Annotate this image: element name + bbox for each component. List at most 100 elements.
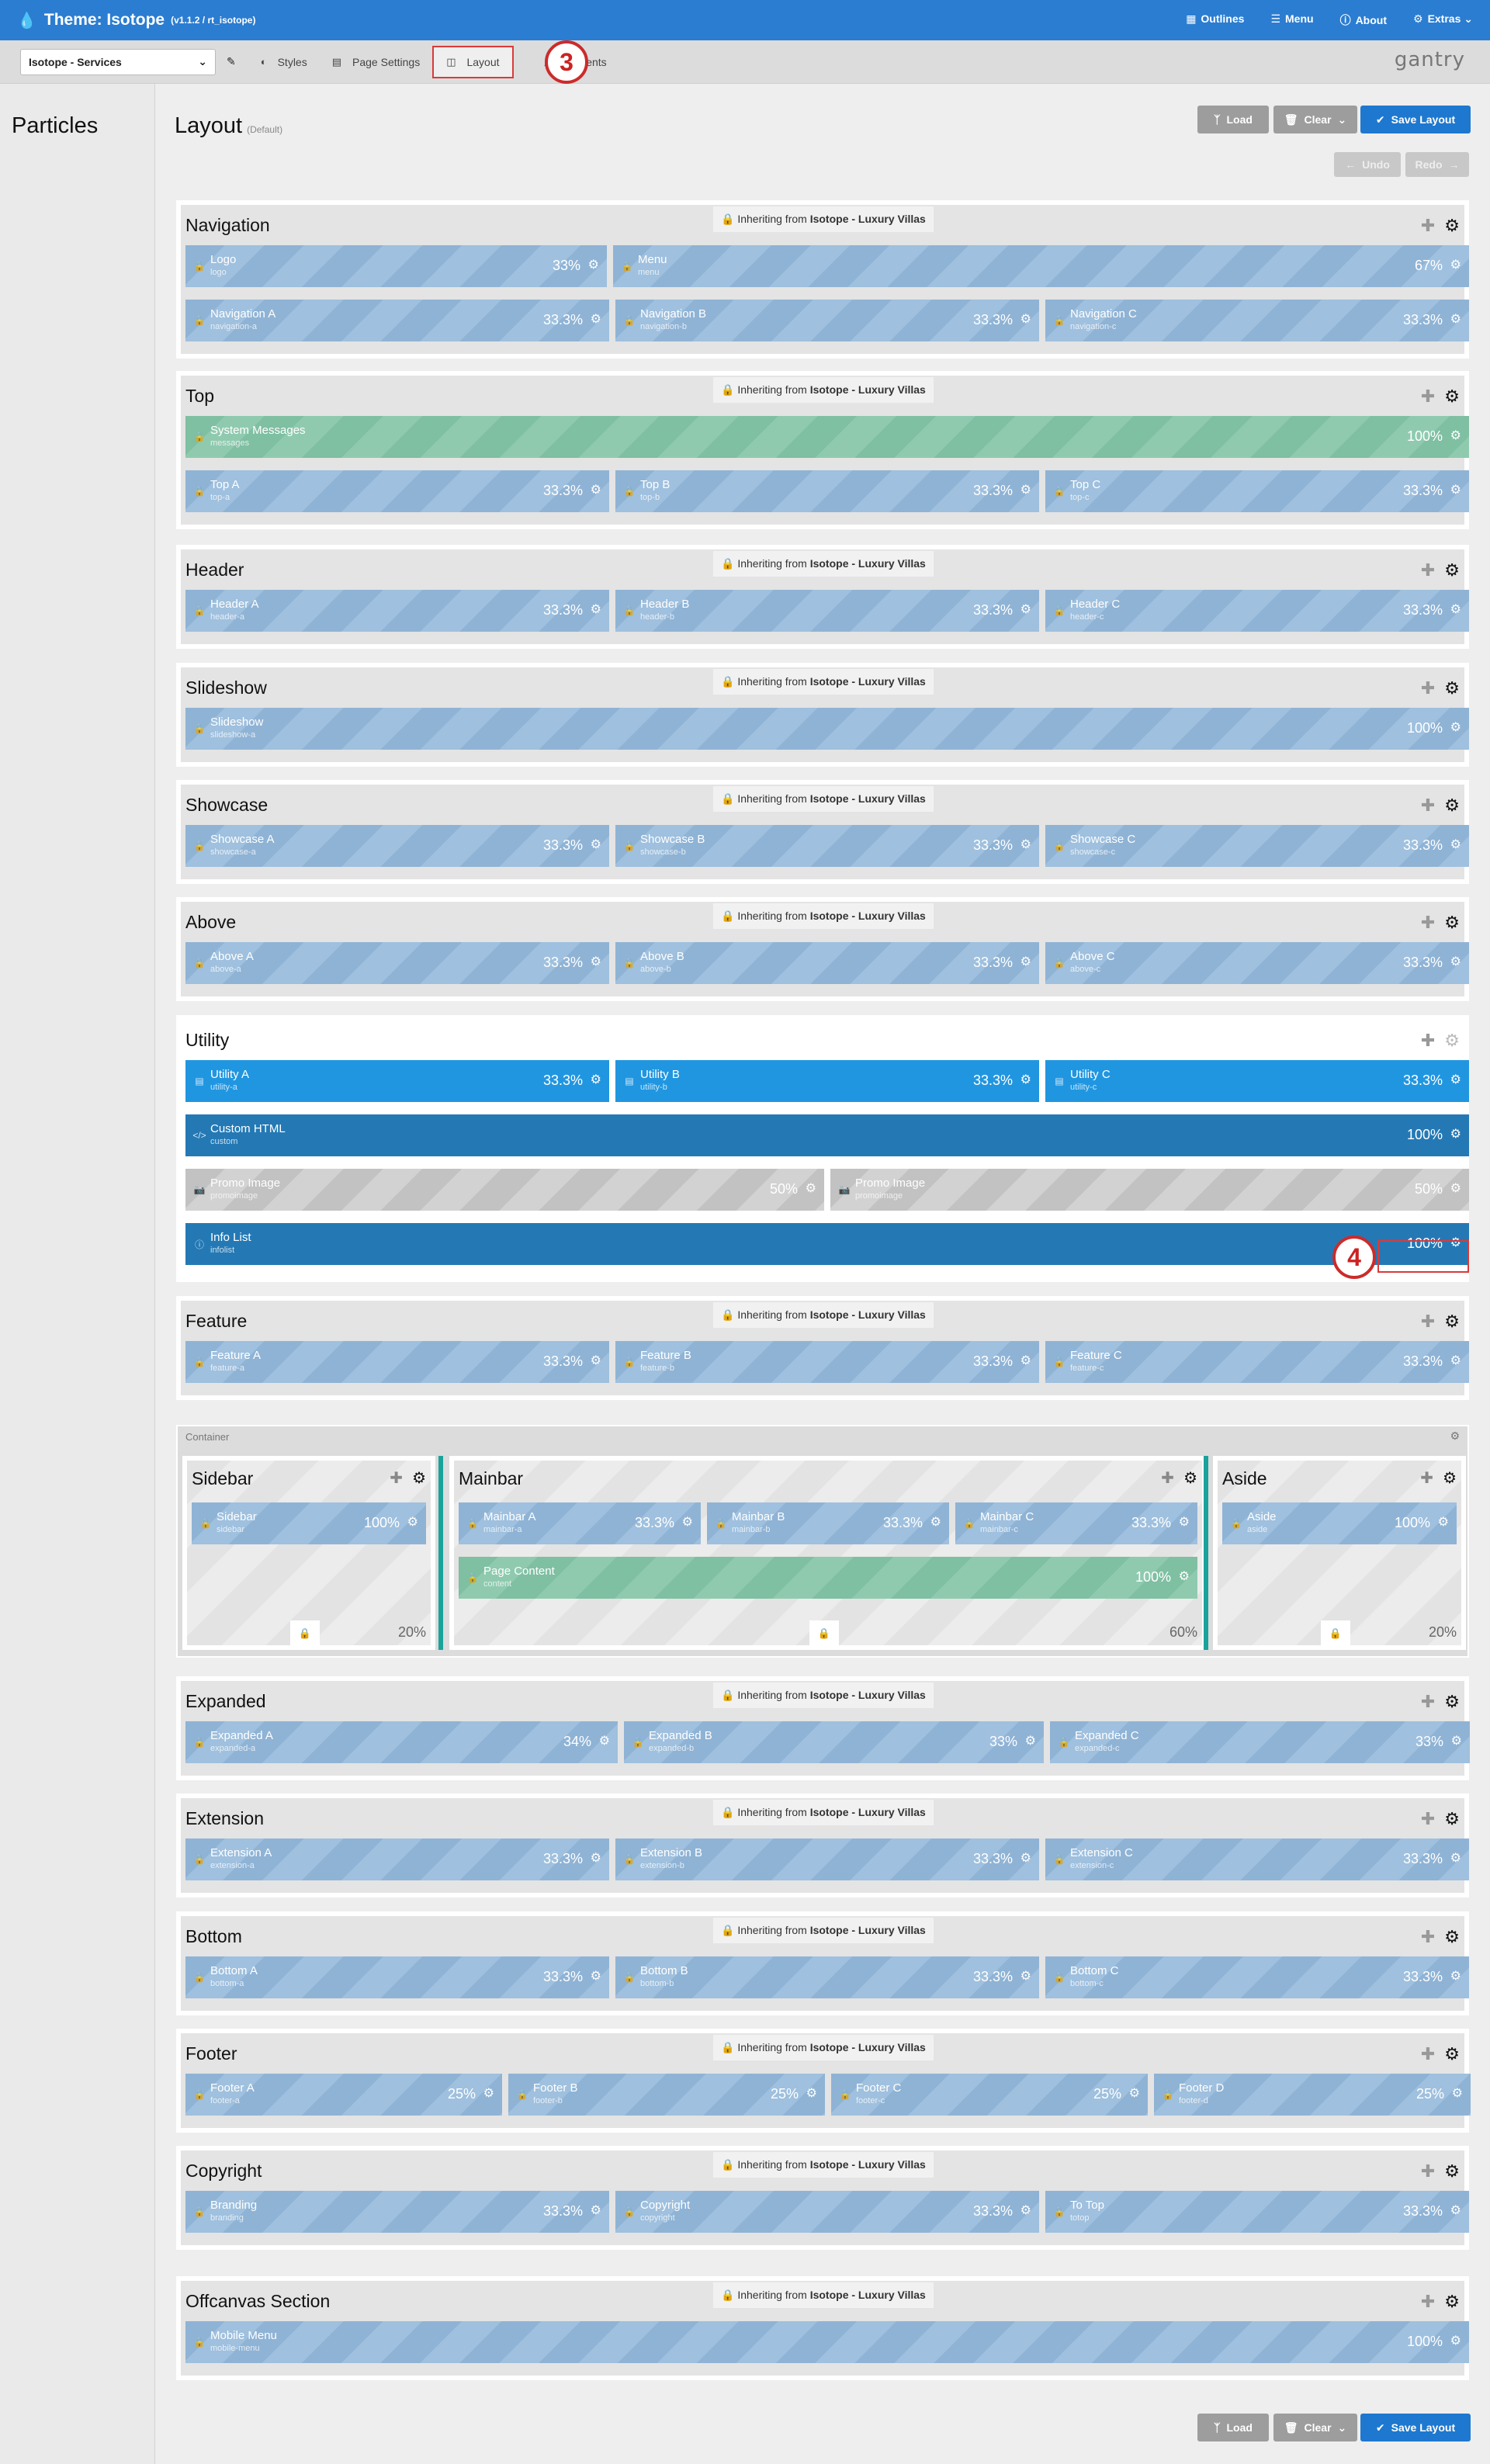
plus-icon[interactable]: ✚ (1420, 795, 1436, 815)
gear-icon[interactable]: ⚙ (1444, 386, 1460, 406)
gear-icon[interactable]: ⚙ (1444, 678, 1460, 698)
lock-button[interactable]: 🔒 (809, 1620, 839, 1647)
cog-icon[interactable]: ⚙ (1450, 603, 1461, 616)
particle-mainbar-b[interactable]: 🔒 Mainbar B mainbar-b 33.3% ⚙ (707, 1502, 949, 1544)
nav-about[interactable]: ⓘ About (1340, 12, 1387, 28)
cog-icon[interactable]: ⚙ (1450, 1236, 1461, 1249)
cog-icon[interactable]: ⚙ (590, 1852, 601, 1865)
load-button-bottom[interactable]: ᛉ Load (1197, 2414, 1269, 2441)
cog-icon[interactable]: ⚙ (1020, 838, 1031, 851)
gear-icon[interactable]: ⚙ (1444, 1809, 1460, 1828)
plus-icon[interactable]: ✚ (1420, 1927, 1436, 1946)
particle-branding[interactable]: 🔒 Branding branding 33.3% ⚙ (185, 2191, 609, 2233)
particle-feature-a[interactable]: 🔒 Feature A feature-a 33.3% ⚙ (185, 1341, 609, 1383)
particle-expanded-a[interactable]: 🔒 Expanded A expanded-a 34% ⚙ (185, 1721, 618, 1763)
plus-icon[interactable]: ✚ (1420, 386, 1436, 406)
gear-icon[interactable]: ⚙ (1444, 2161, 1460, 2181)
column-resize-handle[interactable] (438, 1456, 443, 1650)
cog-icon[interactable]: ⚙ (1450, 1852, 1461, 1865)
particle-extension-c[interactable]: 🔒 Extension C extension-c 33.3% ⚙ (1045, 1838, 1469, 1880)
cog-icon[interactable]: ⚙ (806, 2087, 817, 2100)
gear-icon[interactable]: ⚙ (1444, 560, 1460, 580)
cog-icon[interactable]: ⚙ (1450, 838, 1461, 851)
cog-icon[interactable]: ⚙ (590, 838, 601, 851)
cog-icon[interactable]: ⚙ (1450, 1735, 1462, 1748)
load-button[interactable]: ᛉ Load (1197, 106, 1269, 133)
plus-icon[interactable]: ✚ (1161, 1470, 1175, 1487)
plus-icon[interactable]: ✚ (1420, 913, 1436, 932)
particle-utility-c[interactable]: ▤ Utility C utility-c 33.3% ⚙ (1045, 1060, 1469, 1102)
plus-icon[interactable]: ✚ (390, 1470, 404, 1487)
particle-top-a[interactable]: 🔒 Top A top-a 33.3% ⚙ (185, 470, 609, 512)
plus-icon[interactable]: ✚ (1420, 560, 1436, 580)
particle-mobile-menu[interactable]: 🔒 Mobile Menu mobile-menu 100% ⚙ (185, 2321, 1469, 2363)
particle-feature-b[interactable]: 🔒 Feature B feature-b 33.3% ⚙ (615, 1341, 1039, 1383)
particle-copyright[interactable]: 🔒 Copyright copyright 33.3% ⚙ (615, 2191, 1039, 2233)
cog-icon[interactable]: ⚙ (1451, 2087, 1463, 2100)
cog-icon[interactable]: ⚙ (1178, 1516, 1190, 1529)
lock-button[interactable]: 🔒 (1321, 1620, 1350, 1647)
gear-icon[interactable]: ⚙ (1444, 2292, 1460, 2311)
particle-expanded-c[interactable]: 🔒 Expanded C expanded-c 33% ⚙ (1050, 1721, 1470, 1763)
cog-icon[interactable]: ⚙ (1450, 429, 1461, 442)
gear-icon[interactable]: ⚙ (1444, 913, 1460, 932)
cog-icon[interactable]: ⚙ (590, 603, 601, 616)
outline-select[interactable]: Isotope - Services ⌄ (20, 48, 216, 75)
gear-icon[interactable]: ⚙ (1444, 1927, 1460, 1946)
plus-icon[interactable]: ✚ (1420, 1031, 1436, 1050)
gear-icon[interactable]: ⚙ (1444, 2044, 1460, 2064)
gear-icon[interactable]: ⚙ (1443, 1470, 1457, 1487)
particle-logo[interactable]: 🔒 Logo logo 33% ⚙ (185, 245, 607, 287)
particle-content[interactable]: 🔒 Page Content content 100% ⚙ (459, 1557, 1197, 1599)
particle-menu[interactable]: 🔒 Menu menu 67% ⚙ (613, 245, 1469, 287)
particle-mainbar-c[interactable]: 🔒 Mainbar C mainbar-c 33.3% ⚙ (955, 1502, 1197, 1544)
cog-icon[interactable]: ⚙ (590, 483, 601, 497)
cog-icon[interactable]: ⚙ (1020, 1852, 1031, 1865)
plus-icon[interactable]: ✚ (1420, 1692, 1436, 1711)
gear-icon[interactable]: ⚙ (1444, 795, 1460, 815)
tab-page-settings[interactable]: ▤ Page Settings (320, 46, 432, 78)
particle-top-c[interactable]: 🔒 Top C top-c 33.3% ⚙ (1045, 470, 1469, 512)
cog-icon[interactable]: ⚙ (590, 1073, 601, 1086)
save-layout-button[interactable]: ✔ Save Layout (1360, 106, 1471, 133)
cog-icon[interactable]: ⚙ (590, 2204, 601, 2217)
particle-mainbar-a[interactable]: 🔒 Mainbar A mainbar-a 33.3% ⚙ (459, 1502, 701, 1544)
cog-icon[interactable]: ⚙ (1450, 1970, 1461, 1983)
cog-icon[interactable]: ⚙ (1020, 1073, 1031, 1086)
cog-icon[interactable]: ⚙ (1450, 2334, 1461, 2348)
gear-icon[interactable]: ⚙ (1183, 1470, 1197, 1487)
cog-icon[interactable]: ⚙ (930, 1516, 941, 1529)
particle-feature-c[interactable]: 🔒 Feature C feature-c 33.3% ⚙ (1045, 1341, 1469, 1383)
cog-icon[interactable]: ⚙ (805, 1182, 816, 1195)
cog-icon[interactable]: ⚙ (1450, 1128, 1461, 1141)
cog-icon[interactable]: ⚙ (1450, 483, 1461, 497)
cog-icon[interactable]: ⚙ (1450, 955, 1461, 969)
particle-aside[interactable]: 🔒 Aside aside 100% ⚙ (1222, 1502, 1457, 1544)
particle-slideshow-a[interactable]: 🔒 Slideshow slideshow-a 100% ⚙ (185, 708, 1469, 750)
cog-icon[interactable]: ⚙ (1024, 1735, 1036, 1748)
cog-icon[interactable]: ⚙ (1020, 483, 1031, 497)
cog-icon[interactable]: ⚙ (587, 258, 599, 272)
particle-promoimage[interactable]: 📷 Promo Image promoimage 50% ⚙ (830, 1169, 1469, 1211)
cog-icon[interactable]: ⚙ (681, 1516, 693, 1529)
particle-bottom-a[interactable]: 🔒 Bottom A bottom-a 33.3% ⚙ (185, 1956, 609, 1998)
particle-messages[interactable]: 🔒 System Messages messages 100% ⚙ (185, 416, 1469, 458)
cog-icon[interactable]: ⚙ (1020, 603, 1031, 616)
cog-icon[interactable]: ⚙ (590, 1970, 601, 1983)
particle-utility-b[interactable]: ▤ Utility B utility-b 33.3% ⚙ (615, 1060, 1039, 1102)
particle-above-b[interactable]: 🔒 Above B above-b 33.3% ⚙ (615, 942, 1039, 984)
pencil-icon[interactable]: ✎ (227, 55, 236, 68)
plus-icon[interactable]: ✚ (1420, 2044, 1436, 2064)
plus-icon[interactable]: ✚ (1420, 1809, 1436, 1828)
cog-icon[interactable]: ⚙ (1450, 2204, 1461, 2217)
save-layout-button-bottom[interactable]: ✔ Save Layout (1360, 2414, 1471, 2441)
